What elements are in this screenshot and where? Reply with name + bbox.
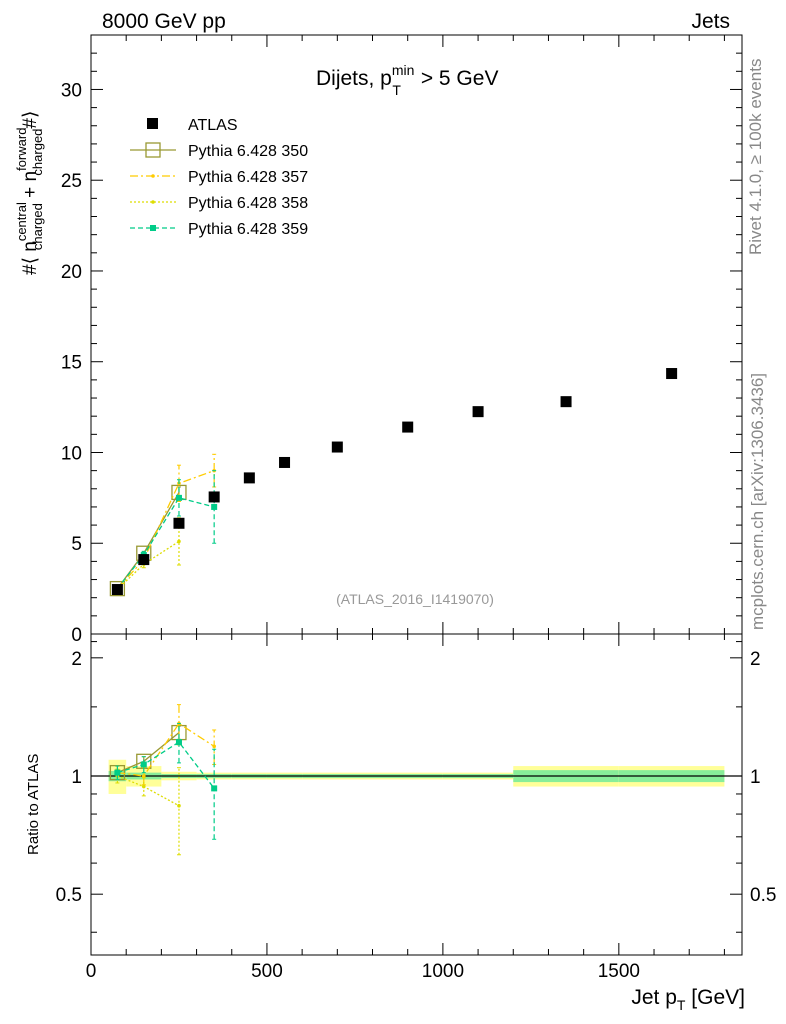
ratio-point bbox=[114, 769, 121, 776]
ratio-series-line-3 bbox=[117, 741, 215, 789]
main-panel: 0 5 10 15 20 25 30 Dijets, pmin T > 5 GeV (ATLA… bbox=[14, 34, 743, 646]
ratio-y-axis-label: Ratio to ATLAS bbox=[25, 754, 42, 855]
x-tick-labels: 0 500 1000 1500 bbox=[86, 961, 640, 982]
atlas-data-point bbox=[560, 396, 572, 408]
chart-title-sub: T bbox=[392, 82, 401, 98]
y-label-mid: + n bbox=[20, 171, 41, 203]
chart-title-post: > 5 GeV bbox=[415, 67, 498, 90]
main-y-tick-label: 25 bbox=[61, 171, 82, 192]
atlas-data-point bbox=[472, 406, 484, 418]
y-label-pre: #⟨ n bbox=[20, 241, 41, 275]
ratio-point bbox=[177, 803, 181, 808]
x-label-sub: T bbox=[677, 997, 686, 1013]
header-left-label: 8000 GeV pp bbox=[102, 10, 226, 33]
legend-label-359: Pythia 6.428 359 bbox=[188, 221, 308, 238]
main-y-tick-label: 0 bbox=[71, 625, 82, 646]
ratio-y-tick-label-right: 1 bbox=[750, 767, 761, 788]
atlas-data-point bbox=[138, 554, 150, 566]
ratio-point bbox=[140, 761, 147, 768]
main-y-tick-label: 30 bbox=[61, 80, 82, 101]
series-point bbox=[175, 494, 182, 501]
main-axes: 0 5 10 15 20 25 30 bbox=[61, 34, 742, 646]
ratio-axes: 0.5 0.5 1 1 2 2 bbox=[56, 634, 776, 955]
x-tick-label: 500 bbox=[251, 961, 283, 982]
legend-marker-350 bbox=[145, 142, 161, 158]
chart-title-pre: Dijets, p bbox=[316, 67, 392, 90]
atlas-data-point bbox=[243, 472, 255, 484]
ratio-panel: 0.5 0.5 1 1 2 2 Ratio to ATLAS bbox=[25, 633, 776, 956]
atlas-data-points bbox=[111, 368, 678, 596]
ratio-y-tick-label-left: 1 bbox=[71, 767, 82, 788]
series-point bbox=[211, 503, 218, 510]
chart-title: Dijets, pmin T > 5 GeV bbox=[316, 62, 498, 98]
series-line-1 bbox=[116, 470, 215, 590]
main-y-tick-label: 5 bbox=[71, 534, 82, 555]
legend-label-357: Pythia 6.428 357 bbox=[188, 169, 308, 186]
y-label-sup2: forward bbox=[14, 128, 29, 171]
mcplots-label: mcplots.cern.ch [arXiv:1306.3436] bbox=[748, 373, 767, 630]
header-right-label: Jets bbox=[691, 10, 730, 33]
main-series-group bbox=[109, 453, 218, 597]
y-label-sub1: charged bbox=[30, 203, 45, 250]
chart-title-sup: min bbox=[392, 62, 415, 78]
legend-marker-358 bbox=[151, 200, 155, 204]
ratio-y-tick-label-left: 0.5 bbox=[56, 885, 82, 906]
x-axis-label: Jet pT [GeV] bbox=[631, 986, 745, 1013]
x-tick-label: 0 bbox=[86, 961, 97, 982]
atlas-data-point bbox=[208, 491, 220, 503]
ratio-uncertainty-bands bbox=[108, 759, 725, 794]
y-axis-label: #⟨ ncentralcharged + nforwardcharged#⟩ bbox=[14, 111, 45, 275]
y-label-sup1: central bbox=[14, 202, 29, 241]
x-label-post: [GeV] bbox=[685, 986, 745, 1009]
ratio-point bbox=[212, 744, 216, 749]
series-line-0 bbox=[116, 492, 180, 590]
series-point bbox=[109, 580, 126, 597]
ratio-point bbox=[141, 784, 146, 789]
atlas-data-point bbox=[279, 456, 291, 468]
series-line-3 bbox=[116, 497, 215, 590]
x-tick-label: 1000 bbox=[422, 961, 464, 982]
legend: ATLAS Pythia 6.428 350 Pythia 6.428 357 … bbox=[130, 117, 308, 238]
legend-label-atlas: ATLAS bbox=[188, 117, 238, 134]
main-y-tick-label: 10 bbox=[61, 443, 82, 464]
ratio-y-tick-label-right: 0.5 bbox=[750, 885, 776, 906]
legend-marker-357 bbox=[151, 174, 155, 178]
x-tick-label: 1500 bbox=[598, 961, 640, 982]
y-label-post: #⟩ bbox=[20, 111, 41, 129]
legend-label-350: Pythia 6.428 350 bbox=[188, 143, 308, 160]
ratio-frame bbox=[90, 633, 743, 956]
ratio-y-tick-label-left: 2 bbox=[71, 649, 82, 670]
atlas-data-point bbox=[402, 421, 414, 433]
atlas-data-point bbox=[666, 368, 678, 380]
ratio-point bbox=[175, 739, 182, 746]
main-y-tick-label: 15 bbox=[61, 353, 82, 374]
legend-marker-atlas bbox=[147, 118, 158, 129]
atlas-data-point bbox=[173, 517, 185, 529]
ratio-point bbox=[141, 774, 146, 778]
y-label-sub2: charged bbox=[30, 129, 45, 176]
atlas-data-point bbox=[111, 584, 123, 596]
legend-label-358: Pythia 6.428 358 bbox=[188, 195, 308, 212]
ratio-point bbox=[211, 785, 218, 792]
main-y-tick-label: 20 bbox=[61, 262, 82, 283]
ratio-series-group bbox=[109, 704, 218, 856]
atlas-data-point bbox=[331, 441, 343, 453]
legend-marker-359 bbox=[150, 225, 156, 231]
rivet-version-label: Rivet 4.1.0, ≥ 100k events bbox=[746, 59, 765, 255]
x-label-pre: Jet p bbox=[631, 986, 677, 1009]
ratio-y-tick-label-right: 2 bbox=[750, 649, 761, 670]
series-point bbox=[177, 539, 181, 544]
analysis-id-label: (ATLAS_2016_I1419070) bbox=[336, 591, 494, 607]
